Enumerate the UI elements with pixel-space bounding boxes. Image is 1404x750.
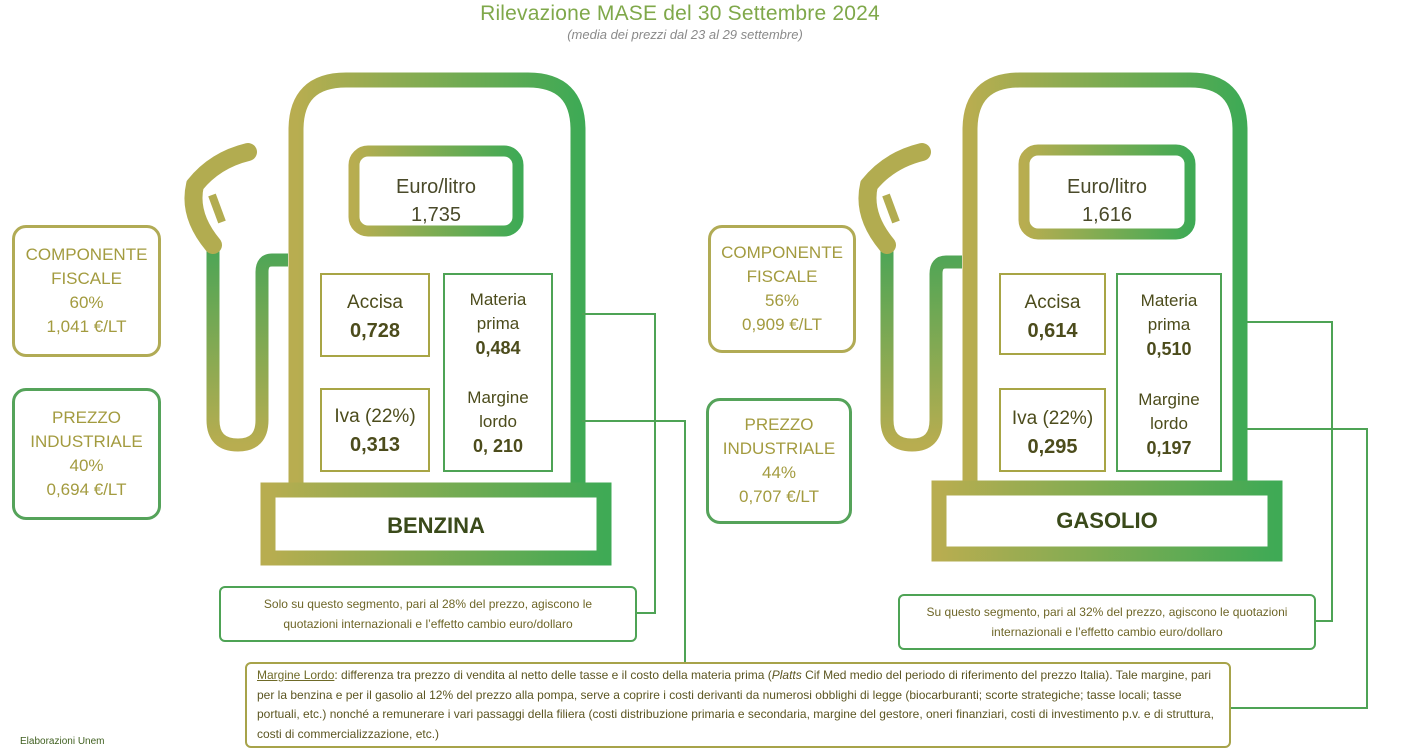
benzina-iva: Iva (22%) 0,313 (321, 406, 429, 457)
fiscale-label-2: FISCALE (746, 267, 818, 286)
benzina-pump-icon (184, 72, 612, 566)
fiscale-value: 0,909 €/LT (741, 315, 823, 334)
accisa-value: 0,614 (1027, 320, 1078, 342)
benzina-label: BENZINA (387, 513, 485, 538)
margine-value: 0,197 (1146, 438, 1192, 458)
benzina-note: Solo su questo segmento, pari al 28% del… (219, 586, 637, 642)
industriale-label-2: INDUSTRIALE (30, 432, 143, 451)
materia-value: 0,510 (1146, 339, 1192, 359)
margine-note-part1: : differenza tra prezzo di vendita al ne… (334, 668, 772, 682)
accisa-box-gasolio (999, 273, 1106, 355)
iva-box-gasolio (999, 388, 1106, 472)
euro-value: 1,616 (1081, 204, 1133, 226)
materia-label-2: prima (1147, 315, 1191, 334)
benzina-price-display: Euro/litro 1,735 (360, 173, 512, 229)
connector-margine-benzina (582, 420, 686, 663)
credit-label: Elaborazioni Unem (20, 736, 105, 747)
industriale-pct: 40% (69, 456, 104, 475)
iva-value: 0,313 (349, 434, 401, 456)
industriale-label-1: PREZZO (52, 408, 121, 427)
page-subtitle: (media dei prezzi dal 23 al 29 settembre… (567, 27, 803, 42)
gasolio-materia-prima: Materia prima 0,510 (1117, 289, 1221, 361)
gasolio-accisa: Accisa 0,614 (1000, 292, 1105, 343)
industrial-box-gasolio (1116, 273, 1222, 472)
fiscale-label-1: COMPONENTE (25, 245, 148, 264)
materia-label-1: Materia (469, 290, 527, 309)
connector-materia-benzina (582, 313, 656, 614)
gasolio-price-display: Euro/litro 1,616 (1030, 173, 1184, 229)
gasolio-pump-icon (858, 72, 1283, 562)
gasolio-label: GASOLIO (1056, 508, 1158, 533)
accisa-value: 0,728 (349, 320, 401, 342)
gasolio-iva: Iva (22%) 0,295 (1000, 408, 1105, 459)
fiscale-label-1: COMPONENTE (721, 243, 843, 262)
benzina-accisa: Accisa 0,728 (321, 292, 429, 343)
fiscale-value: 1,041 €/LT (46, 317, 127, 336)
iva-box-benzina (320, 388, 430, 472)
benzina-componente-fiscale: COMPONENTE FISCALE 60% 1,041 €/LT (12, 225, 161, 357)
industrial-box-benzina (443, 273, 553, 472)
margine-label-2: lordo (479, 412, 517, 431)
fiscale-pct: 56% (764, 291, 800, 310)
accisa-label: Accisa (1024, 292, 1081, 313)
margine-lordo-note: Margine Lordo: differenza tra prezzo di … (245, 662, 1231, 748)
margine-label-1: Margine (1138, 390, 1200, 409)
margine-lordo-term: Margine Lordo (257, 668, 335, 682)
materia-label-2: prima (476, 314, 520, 333)
euro-label: Euro/litro (395, 176, 477, 198)
euro-value: 1,735 (410, 204, 462, 226)
accisa-label: Accisa (347, 292, 403, 313)
industriale-label-1: PREZZO (744, 415, 814, 434)
accisa-box-benzina (320, 273, 430, 357)
page-title: Rilevazione MASE del 30 Settembre 2024 (480, 2, 880, 25)
iva-label: Iva (22%) (1011, 408, 1094, 429)
margine-label-1: Margine (467, 388, 529, 407)
industriale-label-2: INDUSTRIALE (722, 439, 836, 458)
gasolio-margine-lordo: Margine lordo 0,197 (1117, 388, 1221, 460)
euro-label: Euro/litro (1066, 176, 1148, 198)
benzina-prezzo-industriale: PREZZO INDUSTRIALE 40% 0,694 €/LT (12, 388, 161, 520)
platts-term: Platts (771, 668, 802, 682)
iva-value: 0,295 (1027, 436, 1078, 458)
benzina-margine-lordo: Margine lordo 0, 210 (444, 386, 552, 458)
connector-materia-gasolio (1247, 321, 1333, 622)
materia-label-1: Materia (1140, 291, 1198, 310)
iva-label: Iva (22%) (334, 406, 416, 427)
industriale-value: 0,694 €/LT (46, 480, 127, 499)
industriale-pct: 44% (761, 463, 797, 482)
margine-note-part2: Cif Med medio del periodo di riferimento… (257, 668, 1214, 741)
gasolio-note: Su questo segmento, pari al 32% del prez… (898, 594, 1316, 650)
benzina-materia-prima: Materia prima 0,484 (444, 288, 552, 360)
fiscale-pct: 60% (69, 293, 104, 312)
connector-margine-gasolio (1231, 428, 1368, 709)
fiscale-label-2: FISCALE (51, 269, 122, 288)
gasolio-componente-fiscale: COMPONENTE FISCALE 56% 0,909 €/LT (708, 225, 856, 353)
industriale-value: 0,707 €/LT (738, 487, 820, 506)
materia-value: 0,484 (475, 338, 521, 358)
margine-value: 0, 210 (472, 436, 524, 456)
margine-label-2: lordo (1150, 414, 1188, 433)
gasolio-prezzo-industriale: PREZZO INDUSTRIALE 44% 0,707 €/LT (706, 398, 852, 524)
